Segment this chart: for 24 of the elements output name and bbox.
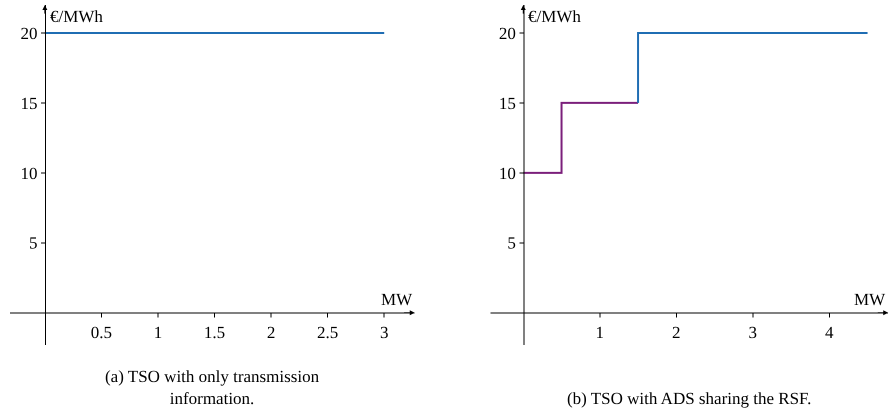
x-tick-label: 2 [672,323,681,342]
y-tick-label: 15 [20,94,38,113]
x-tick-label: 1.5 [204,323,226,342]
y-tick-label: 15 [498,94,516,113]
y-tick-label: 10 [498,164,516,183]
x-tick-label: 4 [825,323,834,342]
y-tick-label: 20 [498,24,516,43]
x-tick-label: 1 [596,323,604,342]
y-tick-label: 20 [20,24,38,43]
text: (a) TSO with only transmission information. [105,367,320,408]
x-axis-title: MW [381,290,414,309]
y-tick-label: 10 [20,164,38,183]
y-tick-label: 5 [28,234,38,253]
y-axis-title: €/MWh [528,7,582,26]
x-tick-label: 3 [380,323,388,342]
y-axis-title: €/MWh [50,7,104,26]
y-tick-label: 5 [507,234,516,253]
x-tick-label: 1 [154,323,162,342]
x-tick-label: 2.5 [317,323,338,342]
x-tick-label: 3 [748,323,758,342]
x-axis-title: MW [854,290,886,309]
x-tick-label: 2 [266,323,276,342]
text: (b) TSO with ADS sharing the RSF. [567,389,812,408]
x-tick-label: 0.5 [90,323,112,342]
